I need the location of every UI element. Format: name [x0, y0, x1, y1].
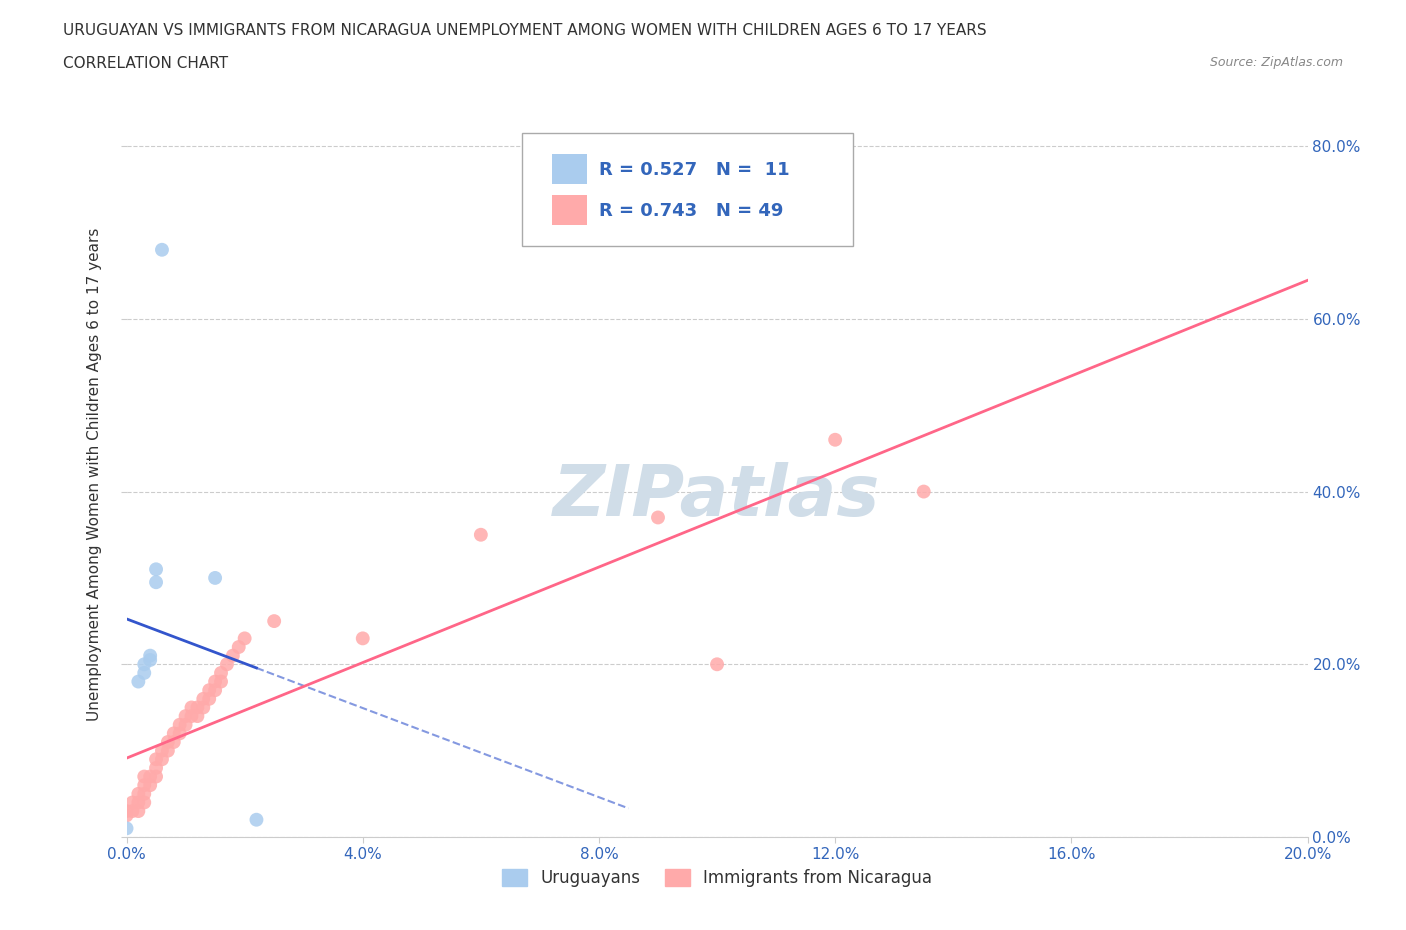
Point: [134, 666, 156, 681]
Point: [912, 485, 935, 499]
Point: [139, 653, 162, 668]
Point: [198, 683, 221, 698]
Point: [204, 570, 226, 585]
Point: [169, 717, 191, 732]
Point: [145, 769, 167, 784]
Point: [174, 717, 197, 732]
Point: [228, 640, 250, 655]
Point: [134, 795, 156, 810]
Point: [139, 777, 162, 792]
Point: [204, 674, 226, 689]
Point: [245, 812, 267, 827]
Point: [193, 700, 215, 715]
Point: [209, 674, 232, 689]
Point: [209, 666, 232, 681]
Point: [186, 700, 208, 715]
Point: [145, 575, 167, 590]
Point: [150, 743, 173, 758]
Point: [121, 804, 143, 818]
Point: [127, 804, 149, 818]
FancyBboxPatch shape: [522, 133, 853, 246]
Y-axis label: Unemployment Among Women with Children Ages 6 to 17 years: Unemployment Among Women with Children A…: [87, 228, 103, 721]
Point: [647, 510, 669, 525]
Point: [174, 709, 197, 724]
Point: [193, 691, 215, 706]
Point: [115, 808, 138, 823]
Point: [145, 562, 167, 577]
Point: [127, 795, 149, 810]
Point: [163, 726, 186, 741]
Point: [115, 821, 138, 836]
Point: [215, 657, 238, 671]
Point: [470, 527, 492, 542]
Text: Source: ZipAtlas.com: Source: ZipAtlas.com: [1209, 56, 1343, 69]
Point: [150, 243, 173, 258]
Point: [134, 657, 156, 671]
Bar: [551, 195, 588, 225]
Text: R = 0.743   N = 49: R = 0.743 N = 49: [599, 202, 783, 220]
Point: [263, 614, 285, 629]
Point: [186, 709, 208, 724]
Point: [150, 751, 173, 766]
Point: [169, 726, 191, 741]
Point: [134, 769, 156, 784]
Point: [145, 761, 167, 776]
Bar: [551, 153, 588, 184]
Point: [145, 751, 167, 766]
Point: [156, 735, 179, 750]
Point: [180, 700, 202, 715]
Point: [115, 804, 138, 818]
Point: [824, 432, 846, 447]
Text: ZIPatlas: ZIPatlas: [554, 461, 880, 530]
Point: [134, 777, 156, 792]
Point: [222, 648, 245, 663]
Point: [352, 631, 374, 645]
Text: URUGUAYAN VS IMMIGRANTS FROM NICARAGUA UNEMPLOYMENT AMONG WOMEN WITH CHILDREN AG: URUGUAYAN VS IMMIGRANTS FROM NICARAGUA U…: [63, 23, 987, 38]
Point: [139, 648, 162, 663]
Point: [121, 795, 143, 810]
Point: [139, 769, 162, 784]
Point: [163, 735, 186, 750]
Point: [127, 674, 149, 689]
Point: [198, 691, 221, 706]
Point: [156, 743, 179, 758]
Point: [180, 709, 202, 724]
Point: [706, 657, 728, 671]
Text: CORRELATION CHART: CORRELATION CHART: [63, 56, 228, 71]
Legend: Uruguayans, Immigrants from Nicaragua: Uruguayans, Immigrants from Nicaragua: [495, 862, 939, 894]
Point: [233, 631, 256, 645]
Point: [134, 787, 156, 802]
Text: R = 0.527   N =  11: R = 0.527 N = 11: [599, 161, 790, 179]
Point: [127, 787, 149, 802]
Point: [204, 683, 226, 698]
